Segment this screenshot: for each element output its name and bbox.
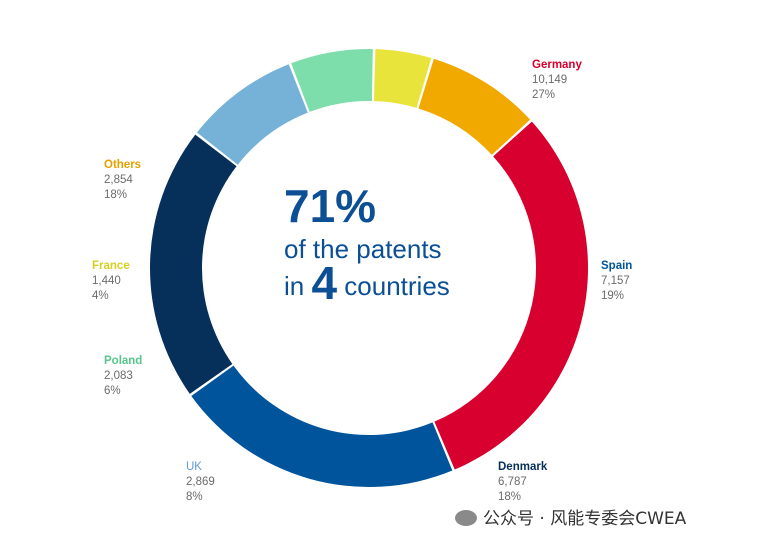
slice-spain [191, 365, 453, 487]
label-uk: UK 2,869 8% [186, 460, 215, 505]
center-text: 71% of the patents in 4 countries [284, 180, 514, 306]
slice-poland [291, 49, 373, 112]
label-uk-name: UK [186, 461, 202, 473]
label-spain-percent: 19% [601, 290, 625, 302]
watermark: 公众号 · 风能专委会CWEA [455, 504, 686, 529]
label-denmark-percent: 18% [498, 491, 522, 503]
slice-denmark [150, 134, 237, 394]
label-france: France 1,440 4% [92, 259, 130, 304]
label-denmark-value: 6,787 [498, 476, 527, 488]
label-germany: Germany 10,149 27% [532, 58, 582, 103]
center-line-2-pre: in [284, 271, 312, 301]
label-uk-value: 2,869 [186, 476, 215, 488]
label-france-percent: 4% [92, 290, 109, 302]
wechat-icon [455, 510, 477, 526]
label-others-value: 2,854 [104, 174, 133, 186]
slice-france [373, 49, 432, 108]
label-uk-percent: 8% [186, 491, 203, 503]
label-others-percent: 18% [104, 189, 128, 201]
center-line-2: in 4 countries [284, 260, 514, 306]
label-poland-value: 2,083 [104, 370, 133, 382]
watermark-text: 公众号 · 风能专委会CWEA [483, 509, 687, 529]
slice-germany [434, 121, 588, 470]
label-denmark-name: Denmark [498, 461, 548, 473]
label-others: Others 2,854 18% [104, 158, 141, 203]
label-spain-value: 7,157 [601, 275, 630, 287]
label-denmark: Denmark 6,787 18% [498, 460, 547, 505]
label-poland: Poland 2,083 6% [104, 354, 142, 399]
label-france-value: 1,440 [92, 275, 121, 287]
label-spain: Spain 7,157 19% [601, 259, 632, 304]
label-others-name: Others [104, 159, 142, 171]
label-spain-name: Spain [601, 260, 633, 272]
label-germany-name: Germany [532, 59, 582, 71]
label-germany-value: 10,149 [532, 74, 568, 86]
label-france-name: France [92, 260, 130, 272]
slice-uk [196, 64, 308, 165]
label-germany-percent: 27% [532, 89, 556, 101]
center-line-2-post: countries [337, 271, 450, 301]
slice-others [418, 58, 531, 155]
center-line-1: of the patents [284, 234, 442, 264]
label-poland-percent: 6% [104, 385, 121, 397]
label-poland-name: Poland [104, 355, 143, 367]
center-line-2-number: 4 [311, 257, 338, 309]
center-percent: 71% [284, 180, 377, 232]
